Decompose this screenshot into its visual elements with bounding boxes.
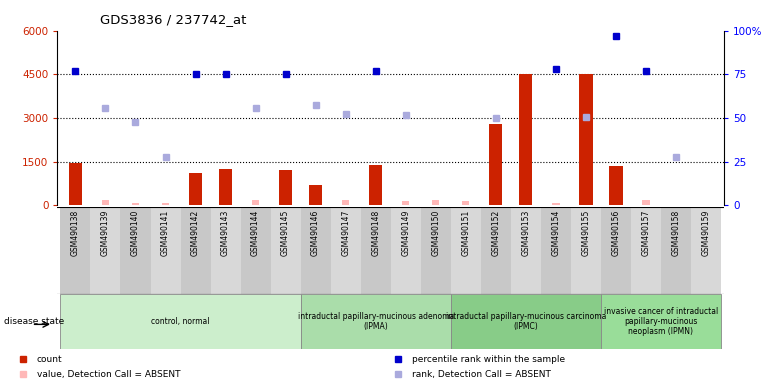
Text: GSM490138: GSM490138 bbox=[71, 210, 80, 256]
Text: rank, Detection Call = ABSENT: rank, Detection Call = ABSENT bbox=[412, 370, 551, 379]
Bar bbox=[211, 207, 241, 294]
Bar bbox=[391, 207, 421, 294]
Text: GSM490158: GSM490158 bbox=[671, 210, 680, 256]
Text: GSM490147: GSM490147 bbox=[341, 210, 350, 257]
Text: GSM490151: GSM490151 bbox=[461, 210, 470, 256]
Bar bbox=[219, 169, 232, 205]
Bar bbox=[519, 74, 532, 205]
Text: value, Detection Call = ABSENT: value, Detection Call = ABSENT bbox=[37, 370, 180, 379]
Bar bbox=[102, 200, 110, 205]
Bar bbox=[661, 207, 691, 294]
Text: GSM490148: GSM490148 bbox=[372, 210, 380, 256]
Bar bbox=[450, 207, 481, 294]
Text: percentile rank within the sample: percentile rank within the sample bbox=[412, 354, 565, 364]
Bar bbox=[402, 201, 409, 205]
Bar bbox=[552, 202, 559, 205]
Text: GSM490146: GSM490146 bbox=[311, 210, 320, 257]
Bar bbox=[120, 207, 150, 294]
Bar bbox=[432, 200, 440, 205]
Bar bbox=[181, 207, 211, 294]
Bar bbox=[132, 202, 139, 205]
Text: GSM490159: GSM490159 bbox=[702, 210, 710, 257]
Bar bbox=[609, 166, 623, 205]
Bar bbox=[691, 207, 721, 294]
Bar bbox=[300, 207, 331, 294]
Text: invasive cancer of intraductal
papillary-mucinous
neoplasm (IPMN): invasive cancer of intraductal papillary… bbox=[604, 307, 718, 336]
Text: intraductal papillary-mucinous carcinoma
(IPMC): intraductal papillary-mucinous carcinoma… bbox=[446, 312, 606, 331]
Text: GSM490139: GSM490139 bbox=[101, 210, 110, 257]
Text: GSM490142: GSM490142 bbox=[191, 210, 200, 256]
Text: GSM490143: GSM490143 bbox=[221, 210, 230, 257]
Text: GSM490156: GSM490156 bbox=[611, 210, 620, 257]
Text: GSM490149: GSM490149 bbox=[401, 210, 410, 257]
Text: intraductal papillary-mucinous adenoma
(IPMA): intraductal papillary-mucinous adenoma (… bbox=[297, 312, 453, 331]
Bar bbox=[252, 200, 260, 205]
Text: control, normal: control, normal bbox=[151, 317, 210, 326]
Bar bbox=[61, 207, 90, 294]
Text: count: count bbox=[37, 354, 62, 364]
Bar bbox=[450, 294, 601, 349]
Bar bbox=[631, 207, 661, 294]
Bar bbox=[241, 207, 270, 294]
Bar bbox=[571, 207, 601, 294]
Bar bbox=[369, 165, 382, 205]
Text: GSM490140: GSM490140 bbox=[131, 210, 140, 257]
Bar bbox=[462, 201, 470, 205]
Text: GSM490152: GSM490152 bbox=[491, 210, 500, 256]
Text: GSM490150: GSM490150 bbox=[431, 210, 440, 257]
Bar bbox=[300, 294, 450, 349]
Bar bbox=[579, 74, 593, 205]
Text: GSM490141: GSM490141 bbox=[161, 210, 170, 256]
Bar bbox=[270, 207, 300, 294]
Bar bbox=[511, 207, 541, 294]
Bar bbox=[61, 294, 300, 349]
Bar bbox=[279, 170, 293, 205]
Bar bbox=[481, 207, 511, 294]
Bar bbox=[642, 200, 650, 205]
Bar bbox=[342, 200, 349, 205]
Text: GSM490154: GSM490154 bbox=[552, 210, 560, 257]
Bar bbox=[150, 207, 181, 294]
Bar bbox=[90, 207, 120, 294]
Bar bbox=[309, 185, 322, 205]
Bar bbox=[331, 207, 361, 294]
Text: GSM490145: GSM490145 bbox=[281, 210, 290, 257]
Text: GSM490144: GSM490144 bbox=[251, 210, 260, 257]
Text: disease state: disease state bbox=[4, 317, 64, 326]
Bar bbox=[69, 163, 82, 205]
Bar bbox=[601, 207, 631, 294]
Bar bbox=[188, 174, 202, 205]
Bar bbox=[361, 207, 391, 294]
Bar bbox=[541, 207, 571, 294]
Text: GSM490153: GSM490153 bbox=[521, 210, 530, 257]
Bar bbox=[489, 124, 502, 205]
Bar bbox=[421, 207, 450, 294]
Text: GSM490157: GSM490157 bbox=[641, 210, 650, 257]
Bar bbox=[162, 202, 169, 205]
Text: GSM490155: GSM490155 bbox=[581, 210, 591, 257]
Text: GDS3836 / 237742_at: GDS3836 / 237742_at bbox=[100, 13, 246, 26]
Bar bbox=[601, 294, 721, 349]
